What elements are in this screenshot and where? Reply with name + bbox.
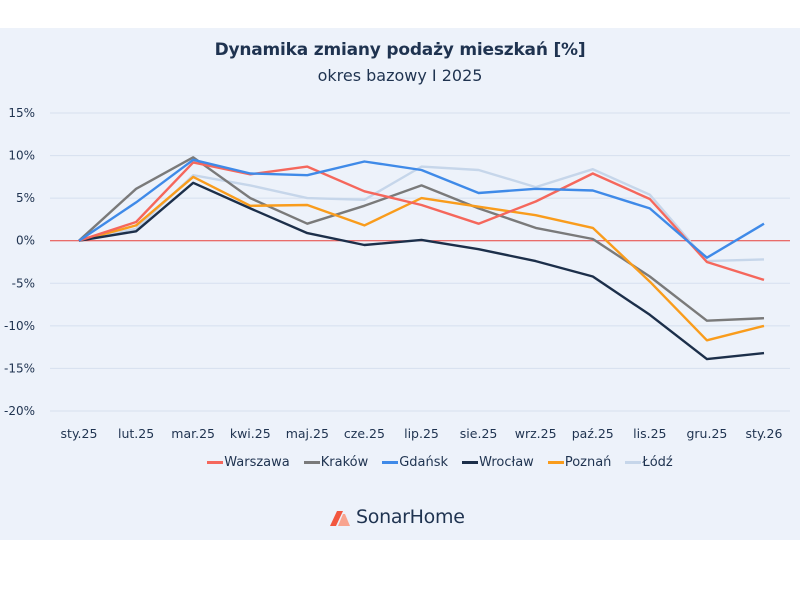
series-line-łódź (78, 165, 765, 263)
legend-item: Kraków (303, 455, 369, 470)
legend-swatch (462, 461, 479, 464)
legend-item: Poznań (547, 455, 612, 470)
legend-item: Gdańsk (382, 455, 448, 470)
legend-swatch (382, 461, 399, 464)
sonarhome-logo-icon (330, 511, 350, 526)
y-tick-label: 10% (8, 149, 35, 163)
legend-label: Kraków (320, 455, 369, 470)
y-tick-label: 5% (16, 191, 35, 205)
x-tick-label: mar.25 (171, 426, 215, 441)
legend: Warszawa Kraków Gdańsk Wrocław Poznań Łódź (0, 455, 800, 470)
legend-label: Poznań (564, 455, 612, 470)
series-line-kraków (78, 156, 765, 322)
series-lines (78, 156, 765, 361)
y-tick-label: -15% (4, 361, 35, 375)
legend-item: Łódź (625, 455, 673, 470)
legend-label: Łódź (642, 455, 673, 470)
y-tick-label: 0% (16, 234, 35, 248)
legend-swatch (207, 461, 224, 464)
legend-label: Warszawa (224, 455, 290, 470)
series-line-gdańsk (78, 158, 765, 259)
y-tick-label: -5% (12, 276, 35, 290)
series-line-poznań (78, 175, 765, 342)
y-tick-label: -20% (4, 404, 35, 418)
x-tick-label: lip.25 (404, 426, 439, 441)
brand-logo: SonarHome (330, 506, 465, 528)
x-tick-label: gru.25 (686, 426, 727, 441)
chart-subtitle: okres bazowy I 2025 (317, 66, 483, 85)
x-tick-label: sie.25 (460, 426, 498, 441)
y-axis-ticks: 15% 10% 5% 0% -5% -10% -15% -20% (4, 106, 35, 418)
y-tick-label: -10% (4, 319, 35, 333)
x-tick-label: kwi.25 (230, 426, 271, 441)
gridlines (50, 112, 790, 412)
x-tick-label: paź.25 (572, 426, 614, 441)
brand-name: SonarHome (356, 506, 465, 528)
x-tick-label: cze.25 (344, 426, 385, 441)
x-tick-label: wrz.25 (515, 426, 557, 441)
x-tick-label: lut.25 (118, 426, 154, 441)
x-tick-label: lis.25 (633, 426, 666, 441)
legend-label: Wrocław (479, 455, 534, 470)
x-tick-label: maj.25 (286, 426, 329, 441)
legend-item: Wrocław (462, 455, 534, 470)
chart-title: Dynamika zmiany podaży mieszkań [%] (214, 40, 586, 60)
x-axis-ticks: sty.25 lut.25 mar.25 kwi.25 maj.25 cze.25 lip.… (61, 426, 783, 441)
legend-label: Gdańsk (399, 455, 449, 470)
legend-swatch (303, 461, 320, 464)
x-tick-label: sty.25 (61, 426, 98, 441)
legend-swatch (625, 461, 642, 464)
y-tick-label: 15% (8, 106, 35, 120)
x-tick-label: sty.26 (746, 426, 783, 441)
legend-swatch (547, 461, 564, 464)
legend-item: Warszawa (207, 455, 290, 470)
series-line-warszawa (78, 161, 765, 282)
series-line-wrocław (78, 181, 765, 361)
